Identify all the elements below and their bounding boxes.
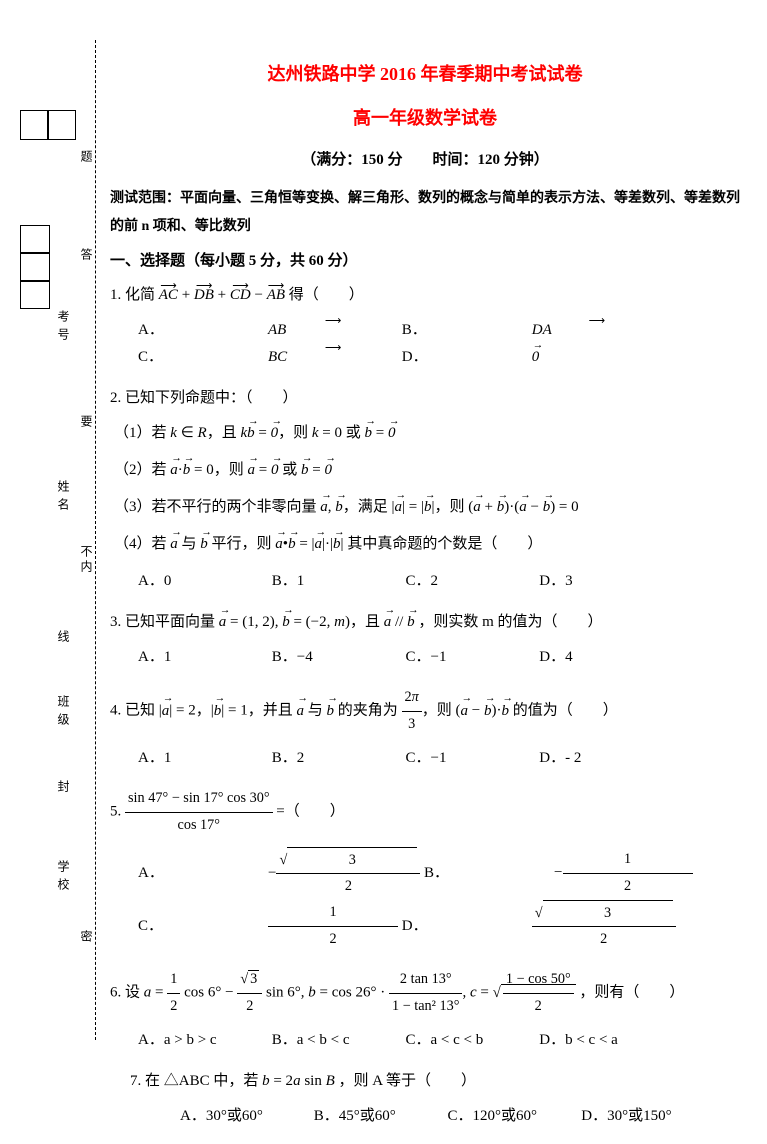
exam-scope: 测试范围：平面向量、三角恒等变换、解三角形、数列的概念与简单的表示方法、等差数列…: [110, 185, 740, 241]
question-4: 4. 已知 |a| = 2，|b| = 1，并且 a 与 b 的夹角为 2π3，…: [110, 685, 740, 737]
sub-title: 高一年级数学试卷: [110, 104, 740, 130]
side-label: 答: [78, 248, 95, 266]
section-1-heading: 一、选择题（每小题 5 分，共 60 分）: [110, 249, 740, 270]
side-label: 班级: [55, 695, 72, 731]
dashed-fold-line: [95, 40, 96, 1040]
main-title: 达州铁路中学 2016 年春季期中考试试卷: [110, 60, 740, 86]
q4-options: A．1 B．2 C．−1 D．- 2: [110, 745, 740, 772]
side-label: 内: [78, 560, 95, 578]
exam-info: （满分：150 分 时间：120 分钟）: [110, 148, 740, 169]
q2-statement-4: （4）若 a 与 b 平行，则 a•b = |a|·|b| 其中真命题的个数是（…: [110, 531, 740, 558]
side-label: 线: [55, 630, 72, 648]
q1-stem-prefix: 1. 化简: [110, 287, 159, 303]
question-2: 2. 已知下列命题中：（ ）: [110, 385, 740, 412]
binding-box: [20, 225, 50, 253]
binding-box: [48, 110, 76, 140]
q2-statement-2: （2）若 a·b = 0，则 a = 0 或 b = 0: [110, 457, 740, 484]
side-label: 考号: [55, 310, 72, 346]
q2-statement-1: （1）若 k ∈ R，且 kb = 0，则 k = 0 或 b = 0: [110, 420, 740, 447]
exam-content: 达州铁路中学 2016 年春季期中考试试卷 高一年级数学试卷 （满分：150 分…: [110, 60, 740, 1144]
side-label: 封: [55, 780, 72, 798]
binding-box: [20, 253, 50, 281]
question-5: 5. sin 47° − sin 17° cos 30°cos 17° =（ ）: [110, 786, 740, 838]
side-label: 学校: [55, 860, 72, 896]
q7-options: A．30°或60° B．45°或60° C．120°或60° D．30°或150…: [110, 1103, 740, 1130]
side-label: 题: [78, 150, 95, 168]
question-6: 6. 设 a = 12 cos 6° − 32 sin 6°, b = cos …: [110, 967, 740, 1019]
q5-options: A．−32 B．−12 C．12 D．32: [110, 847, 740, 954]
binding-box: [20, 110, 48, 140]
q1-stem-suffix: 得（ ）: [289, 287, 364, 303]
q3-options: A．1 B．−4 C．−1 D．4: [110, 644, 740, 671]
binding-box: [20, 281, 50, 309]
q2-options: A．0 B．1 C．2 D．3: [110, 568, 740, 595]
side-label: 要: [78, 415, 95, 433]
question-3: 3. 已知平面向量 a = (1, 2), b = (−2, m)，且 a //…: [110, 609, 740, 636]
question-1: 1. 化简 AC + DB + CD − AB 得（ ）: [110, 282, 740, 309]
question-7: 7. 在 △ABC 中，若 b = 2a sin B ，则 A 等于（ ）: [110, 1068, 740, 1095]
q6-options: A．a > b > c B．a < b < c C．a < c < b D．b …: [110, 1027, 740, 1054]
side-label: 姓名: [55, 480, 72, 516]
q2-statement-3: （3）若不平行的两个非零向量 a, b，满足 |a| = |b|，则 (a + …: [110, 494, 740, 521]
side-label: 密: [78, 930, 95, 948]
binding-margin: 题 答 考号 要 姓名 不 线 班级 内 封 学校 密: [0, 0, 100, 1063]
q1-options: A．AB B．DA C．BC D．0: [110, 317, 740, 371]
